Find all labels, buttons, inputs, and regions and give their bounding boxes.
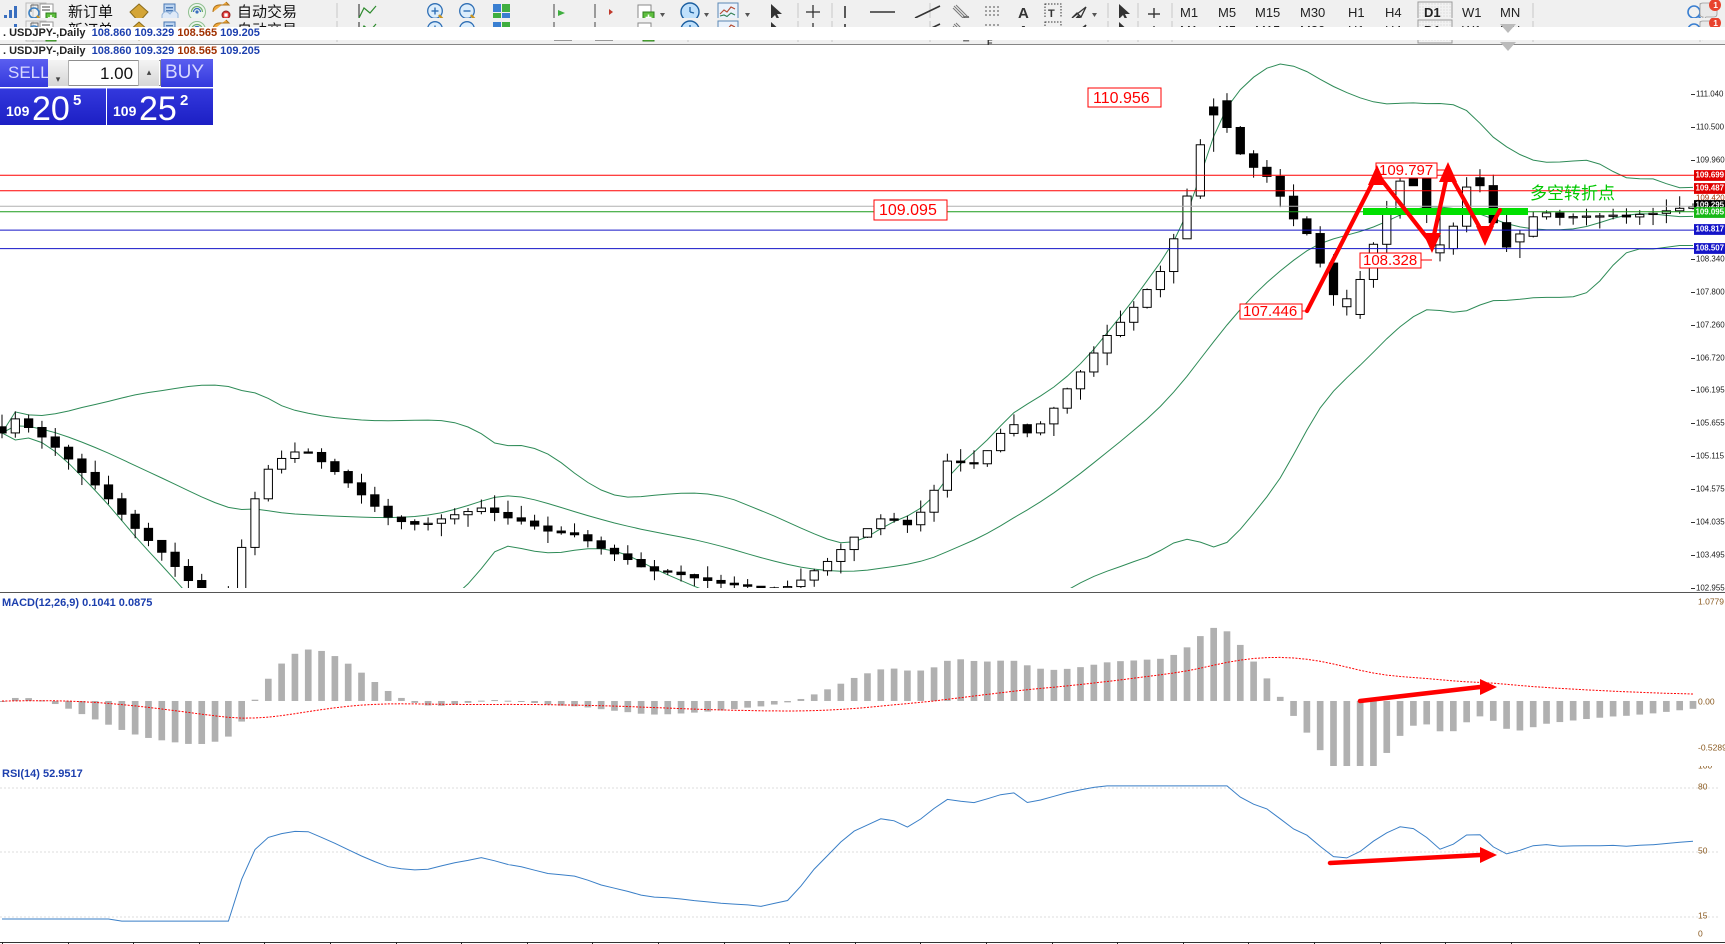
svg-text:108.328: 108.328 xyxy=(1363,252,1417,269)
svg-text:多空转折点: 多空转折点 xyxy=(1530,184,1615,203)
svg-text:110.956: 110.956 xyxy=(1093,90,1150,107)
svg-text:109.095: 109.095 xyxy=(879,202,937,219)
svg-text:107.446: 107.446 xyxy=(1243,303,1297,320)
svg-text:1: 1 xyxy=(1713,0,1718,10)
svg-text:109.797: 109.797 xyxy=(1379,162,1433,179)
